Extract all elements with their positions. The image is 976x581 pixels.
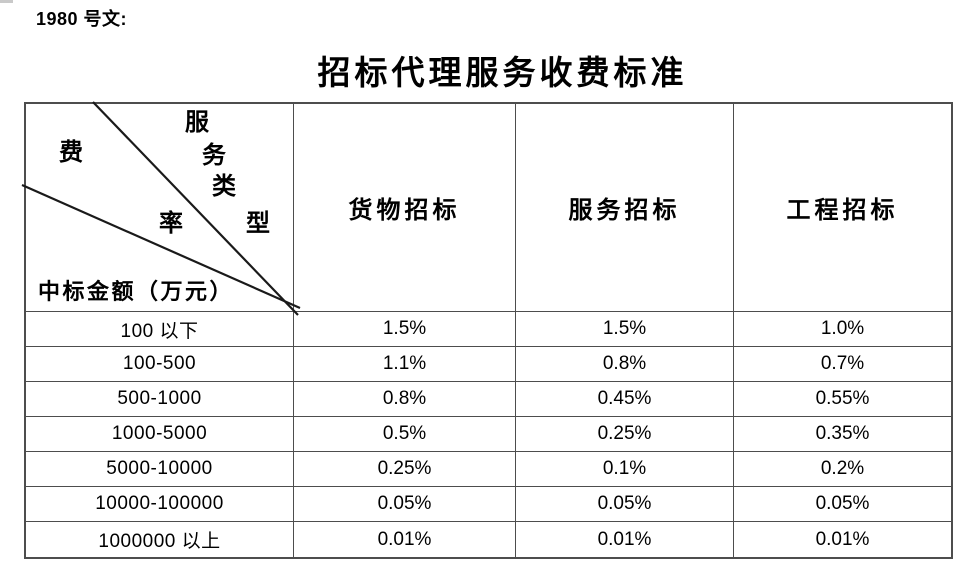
fee-value-cell: 0.7% [734, 347, 951, 382]
diagonal-divider-lines [21, 101, 301, 316]
corner-label-service-type-char: 型 [246, 211, 270, 237]
corner-label-service-type-char: 务 [202, 143, 226, 169]
fee-value-cell: 0.35% [734, 417, 951, 452]
fee-value-cell: 0.2% [734, 452, 951, 487]
fee-value-cell: 0.25% [516, 417, 734, 452]
fee-value-cell: 1.1% [294, 347, 516, 382]
corner-label-service-type-char: 服 [185, 110, 209, 136]
fee-value-cell: 0.8% [294, 382, 516, 417]
column-header-service: 服务招标 [516, 104, 734, 312]
fee-value-cell: 1.0% [734, 312, 951, 347]
column-header-goods: 货物招标 [294, 104, 516, 312]
amount-range-cell: 5000-10000 [26, 452, 294, 487]
fee-value-cell: 0.1% [516, 452, 734, 487]
fee-value-cell: 0.01% [516, 522, 734, 557]
amount-range-cell: 100 以下 [26, 312, 294, 347]
corner-label-service-type-char: 类 [212, 174, 236, 200]
fee-value-cell: 0.01% [294, 522, 516, 557]
fee-value-cell: 0.55% [734, 382, 951, 417]
amount-range-cell: 500-1000 [26, 382, 294, 417]
fee-value-cell: 1.5% [516, 312, 734, 347]
column-header-engineering: 工程招标 [734, 104, 951, 312]
corner-label-rate-char: 率 [159, 211, 183, 237]
fee-value-cell: 0.05% [294, 487, 516, 522]
amount-range-cell: 1000-5000 [26, 417, 294, 452]
fee-value-cell: 0.8% [516, 347, 734, 382]
amount-range-cell: 10000-100000 [26, 487, 294, 522]
fee-value-cell: 0.05% [734, 487, 951, 522]
page-title: 招标代理服务收费标准 [317, 56, 688, 92]
fee-standard-table: 服 务 类 型 费 率 中标金额（万元） 货物招标 服务招标 工程招标 100 … [21, 101, 953, 559]
corner-label-bid-amount: 中标金额（万元） [38, 279, 235, 304]
corner-label-rate-char: 费 [59, 140, 83, 166]
fee-value-cell: 0.5% [294, 417, 516, 452]
amount-range-cell: 1000000 以上 [26, 522, 294, 557]
fee-value-cell: 0.25% [294, 452, 516, 487]
table-corner-cell: 服 务 类 型 费 率 中标金额（万元） [21, 101, 301, 316]
amount-range-cell: 100-500 [26, 347, 294, 382]
fee-value-cell: 0.01% [815, 528, 870, 550]
document-reference: 1980 号文: [36, 9, 128, 29]
fee-value-cell: 0.05% [516, 487, 734, 522]
screen-edge-artifact [0, 0, 13, 3]
fee-value-cell: 1.5% [294, 312, 516, 347]
fee-value-cell: 0.45% [516, 382, 734, 417]
